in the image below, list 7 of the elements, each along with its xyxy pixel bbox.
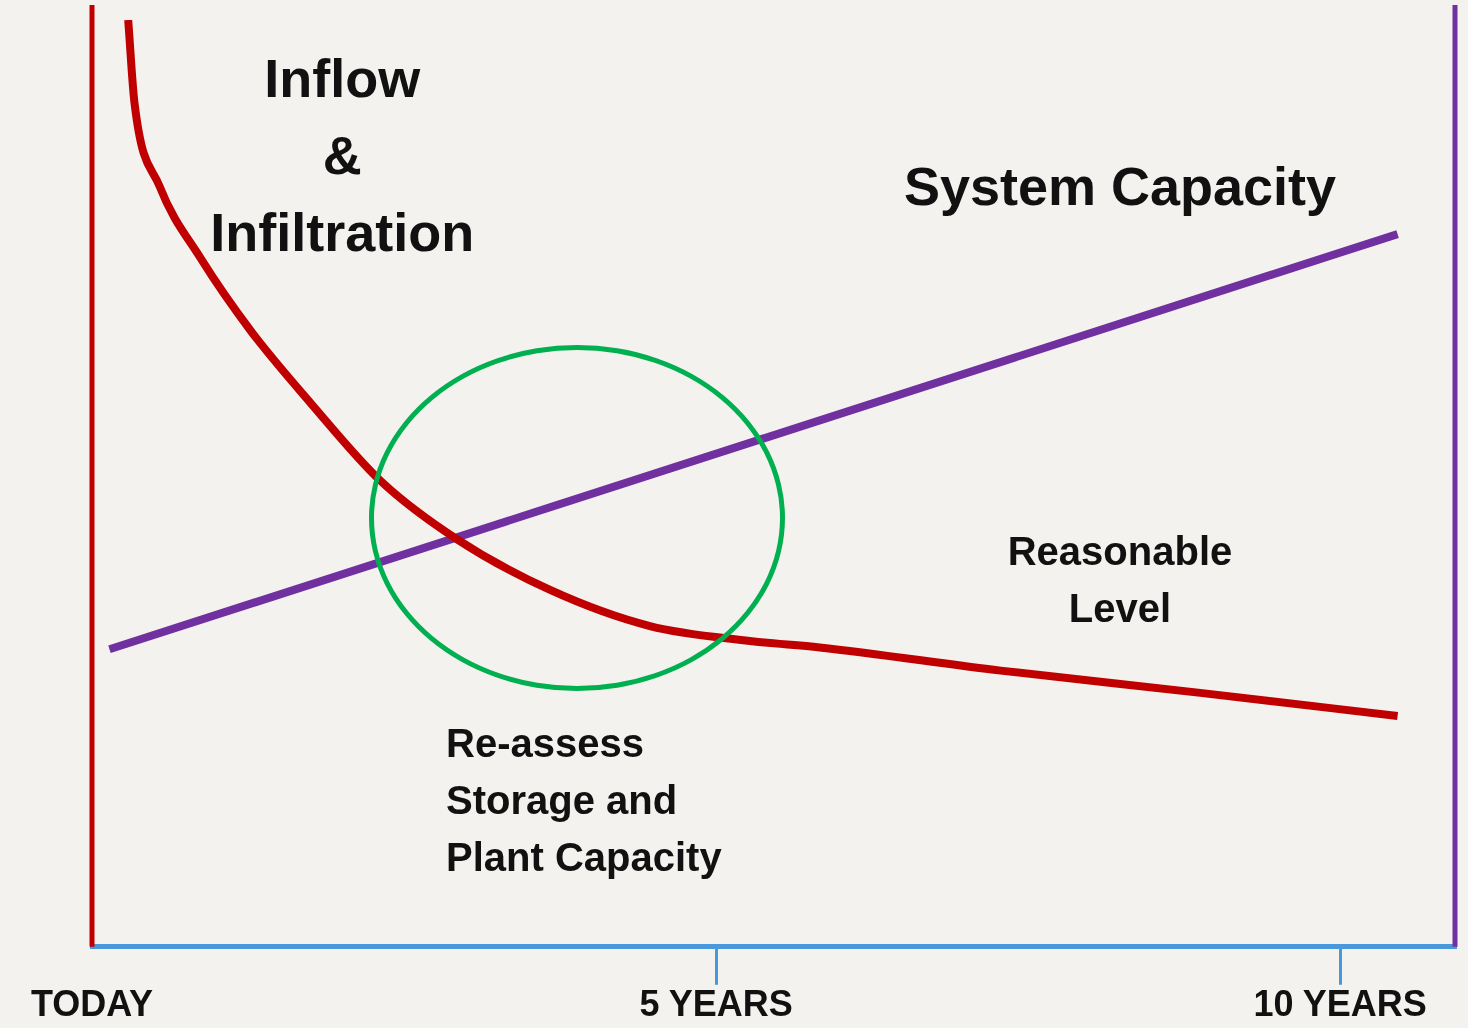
- x-tick-label: 10 YEARS: [1253, 983, 1427, 1025]
- x-tick-label: TODAY: [30, 983, 154, 1025]
- x-tick-label: 5 YEARS: [639, 983, 793, 1025]
- annotation: Re-assess Storage and Plant Capacity: [446, 720, 723, 881]
- annotation: Reasonable Level: [1006, 528, 1234, 632]
- series-label: System Capacity: [902, 155, 1338, 217]
- series-label: Inflow & Infiltration: [209, 47, 476, 264]
